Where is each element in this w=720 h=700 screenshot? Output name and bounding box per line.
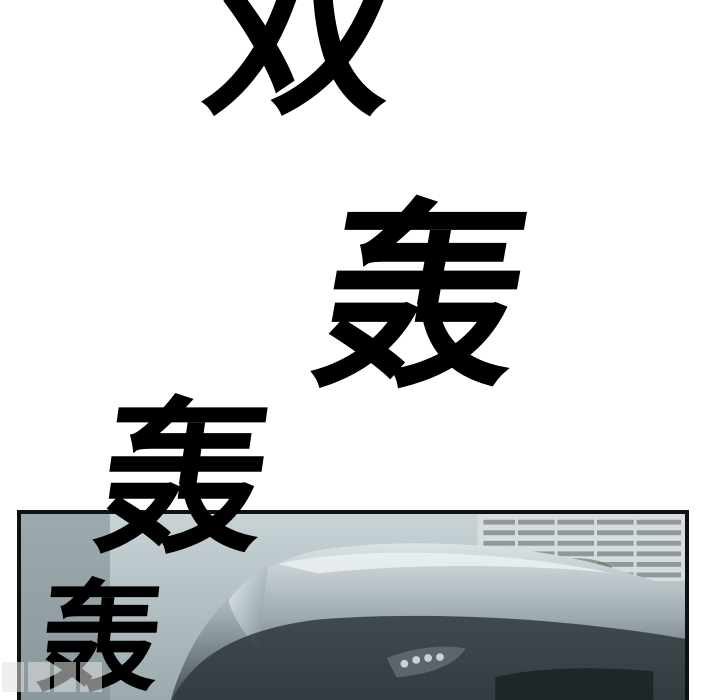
headlight-detail: [400, 653, 444, 668]
watermark-image: [2, 662, 102, 692]
car-street-scene: [21, 514, 685, 700]
car-headlight: [386, 646, 466, 678]
car-window: [228, 565, 269, 649]
car-roof-highlight: [277, 552, 614, 574]
sound-effect-3: 轰: [86, 384, 280, 577]
car-grille: [495, 668, 654, 700]
sound-effect-2: 轰: [301, 183, 543, 416]
sound-effect-1: 双: [194, 0, 412, 140]
comic-panel: [17, 510, 689, 700]
